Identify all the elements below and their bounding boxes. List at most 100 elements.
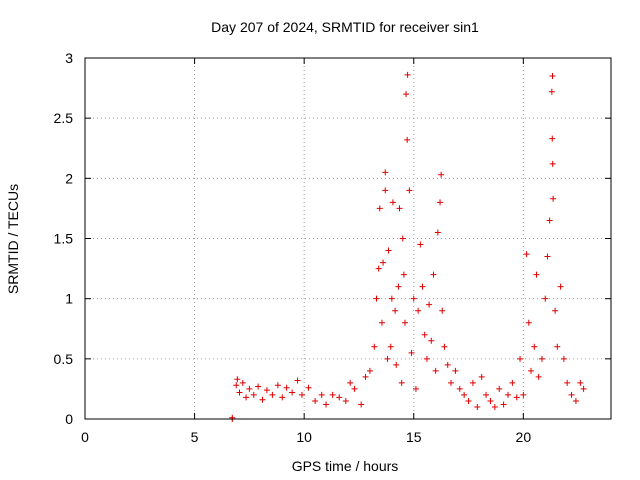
data-point <box>263 387 270 394</box>
data-point <box>520 391 527 398</box>
data-point <box>572 397 579 404</box>
data-point <box>406 187 413 194</box>
data-point <box>380 259 387 266</box>
data-point <box>580 385 587 392</box>
data-point <box>329 391 336 398</box>
data-point <box>474 403 481 410</box>
y-tick-label: 1.5 <box>54 231 74 247</box>
data-point <box>236 389 243 396</box>
data-point <box>294 377 301 384</box>
data-point <box>393 361 400 368</box>
data-point <box>404 71 411 78</box>
data-point <box>229 414 236 421</box>
data-point <box>289 389 296 396</box>
data-point <box>392 307 399 314</box>
data-point <box>373 295 380 302</box>
data-point <box>323 401 330 408</box>
x-tick-label: 10 <box>296 429 312 445</box>
data-point <box>410 295 417 302</box>
data-point <box>342 397 349 404</box>
data-point <box>246 385 253 392</box>
data-point <box>554 343 561 350</box>
data-point <box>423 355 430 362</box>
data-point <box>560 355 567 362</box>
x-tick-label: 0 <box>81 429 89 445</box>
x-tick-label: 15 <box>406 429 422 445</box>
data-point <box>531 343 538 350</box>
y-tick-label: 1 <box>65 291 73 307</box>
data-point <box>358 401 365 408</box>
data-point <box>523 251 530 258</box>
data-point <box>269 391 276 398</box>
data-point <box>428 337 435 344</box>
data-point <box>448 379 455 386</box>
data-point <box>456 385 463 392</box>
data-point <box>544 253 551 260</box>
data-point <box>382 169 389 176</box>
data-point <box>419 283 426 290</box>
data-point <box>557 283 564 290</box>
data-point <box>384 355 391 362</box>
data-point <box>336 394 343 401</box>
data-point <box>546 217 553 224</box>
data-point <box>234 376 241 383</box>
data-point <box>417 241 424 248</box>
data-point <box>542 295 549 302</box>
data-point <box>305 384 312 391</box>
data-point <box>517 355 524 362</box>
y-tick-label: 2 <box>65 170 73 186</box>
data-point <box>318 391 325 398</box>
data-point <box>549 135 556 142</box>
data-point <box>549 160 556 167</box>
data-point <box>387 343 394 350</box>
data-point <box>538 355 545 362</box>
ticks-layer: 0 5 10 15 20 0 0.5 1 1.5 2 2.5 3 <box>54 50 611 445</box>
data-point <box>478 373 485 380</box>
y-tick-label: 0.5 <box>54 351 74 367</box>
data-point <box>395 283 402 290</box>
data-point <box>401 319 408 326</box>
data-point <box>504 391 511 398</box>
data-point <box>461 391 468 398</box>
data-point <box>403 91 410 98</box>
data-point <box>382 187 389 194</box>
data-point <box>430 271 437 278</box>
y-axis-label: SRMTID / TECUs <box>5 184 21 294</box>
data-point <box>239 379 246 386</box>
data-point <box>362 373 369 380</box>
data-point <box>388 295 395 302</box>
data-point <box>552 307 559 314</box>
data-point <box>250 391 257 398</box>
data-point <box>509 379 516 386</box>
data-point <box>513 394 520 401</box>
data-point <box>415 307 422 314</box>
data-point <box>243 394 250 401</box>
chart-title: Day 207 of 2024, SRMTID for receiver sin… <box>211 19 479 35</box>
data-point <box>452 367 459 374</box>
data-point <box>577 379 584 386</box>
data-point <box>298 391 305 398</box>
data-point <box>548 88 555 95</box>
points-layer <box>229 71 587 422</box>
data-point <box>274 382 281 389</box>
data-point <box>259 396 266 403</box>
data-point <box>312 397 319 404</box>
data-point <box>528 367 535 374</box>
data-point <box>233 382 240 389</box>
data-point <box>399 235 406 242</box>
data-point <box>438 171 445 178</box>
data-point <box>441 343 448 350</box>
y-tick-label: 2.5 <box>54 110 74 126</box>
data-point <box>347 379 354 386</box>
data-point <box>351 385 358 392</box>
data-point <box>283 384 290 391</box>
data-point <box>439 307 446 314</box>
y-tick-label: 3 <box>65 50 73 66</box>
data-point <box>535 373 542 380</box>
data-point <box>426 301 433 308</box>
data-point <box>375 265 382 272</box>
data-point <box>255 383 262 390</box>
data-point <box>385 247 392 254</box>
data-point <box>465 397 472 404</box>
